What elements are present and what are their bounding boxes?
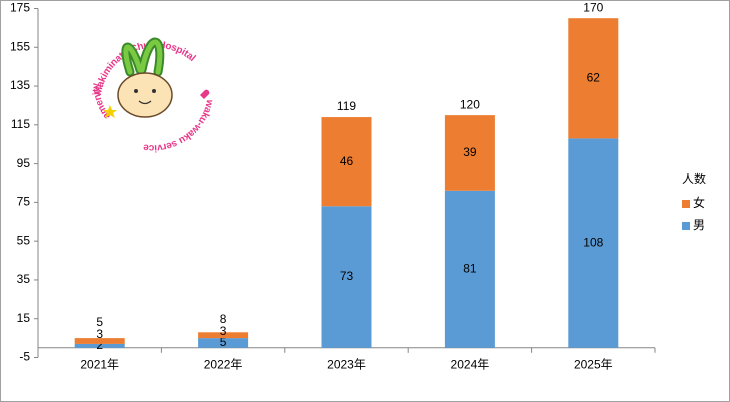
bar-segment (444, 190, 495, 348)
y-tick-label: -5 (19, 350, 30, 364)
y-tick-label: 55 (17, 233, 31, 247)
value-label: 46 (340, 154, 354, 168)
bar-segment (74, 343, 125, 348)
total-label: 120 (460, 97, 480, 111)
value-label: 62 (587, 70, 601, 84)
value-label: 3 (96, 327, 103, 341)
y-tick-label: 115 (11, 117, 30, 131)
y-tick-label: 75 (17, 195, 31, 209)
logo-face (117, 72, 173, 118)
value-label: 73 (340, 269, 354, 283)
bar-segment (198, 338, 249, 348)
y-tick-label: 175 (10, 1, 30, 15)
total-label: 170 (583, 0, 603, 14)
bar-segment (198, 332, 249, 339)
legend-swatch (682, 200, 690, 208)
y-tick-label: 95 (17, 156, 31, 170)
y-tick-label: 35 (17, 272, 31, 286)
bar-segment (321, 206, 372, 348)
value-label: 5 (220, 335, 227, 349)
logo-mouth (138, 100, 152, 105)
x-tick-label: 2021年 (80, 358, 119, 372)
bar-segment (321, 117, 372, 207)
bar-segment (568, 138, 619, 348)
logo-ears-inner (123, 39, 163, 75)
y-tick-label: 135 (10, 78, 30, 92)
bar-segment (444, 115, 495, 191)
logo-eye (152, 89, 156, 93)
legend-label: 女 (693, 195, 705, 210)
legend-swatch (682, 222, 690, 230)
x-tick-label: 2022年 (204, 358, 243, 372)
value-label: 108 (583, 235, 603, 249)
value-label: 2 (96, 338, 103, 352)
x-tick-label: 2024年 (451, 358, 490, 372)
total-label: 119 (337, 99, 356, 113)
y-tick-label: 15 (17, 311, 31, 325)
x-tick-label: 2023年 (327, 358, 366, 372)
total-label: 8 (220, 312, 227, 326)
value-label: 81 (463, 261, 477, 275)
logo-heart (200, 89, 210, 99)
value-label: 39 (463, 145, 477, 159)
x-tick-label: 2025年 (574, 358, 613, 372)
bar-segment (568, 18, 619, 139)
total-label: 5 (96, 315, 103, 329)
value-label: 3 (220, 324, 227, 338)
y-tick-label: 155 (10, 39, 30, 53)
bar-segment (74, 338, 125, 344)
logo-eye (134, 89, 138, 93)
legend-title: 人数 (682, 171, 706, 186)
logo-star (103, 105, 117, 118)
legend-label: 男 (693, 218, 705, 232)
